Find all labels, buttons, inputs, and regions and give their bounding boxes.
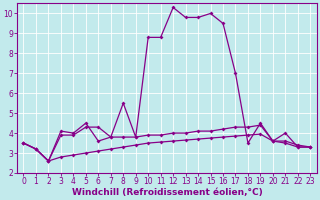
X-axis label: Windchill (Refroidissement éolien,°C): Windchill (Refroidissement éolien,°C) [72,188,262,197]
